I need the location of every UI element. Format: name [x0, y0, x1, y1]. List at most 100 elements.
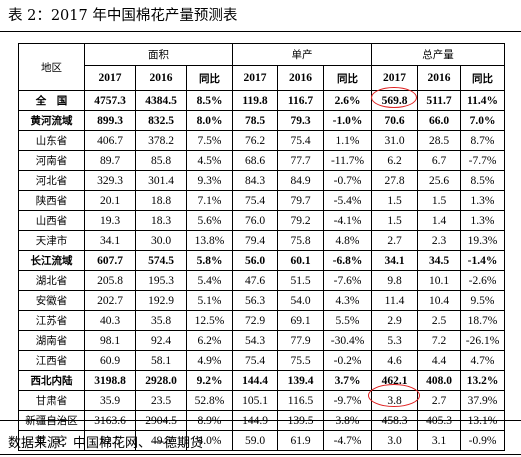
- cell-area-2016: 23.5: [135, 390, 187, 411]
- cell-area-2016: 574.5: [135, 250, 187, 271]
- header-row-subheaders: 2017 2016 同比 2017 2016 同比 2017 2016 同比: [19, 65, 506, 91]
- cell-output-2016: 10.4: [417, 290, 462, 311]
- cell-area-2016: 378.2: [135, 130, 187, 151]
- region-cell: 天津市: [18, 230, 85, 251]
- table-row: 黄河流域 899.3 832.5 8.0% 78.5 79.3 -1.0% 70.6 66.0 7…: [18, 110, 506, 131]
- cell-area-2016: 4384.5: [135, 90, 187, 111]
- cell-yield-2017: 75.4: [232, 350, 279, 371]
- cell-area-2016: 30.0: [135, 230, 187, 251]
- cell-area-yoy: 8.0%: [185, 110, 234, 131]
- bottom-rule-1: [0, 420, 521, 421]
- cell-output-2016: 511.7: [417, 90, 462, 111]
- table-row: 其 它 51.5 49.5 4.0% 59.0 61.9 -4.7% 3.0 3.1 -0.9%: [18, 430, 506, 451]
- subheader-area-yoy: 同比: [185, 65, 234, 91]
- cell-area-yoy: 7.5%: [185, 130, 234, 151]
- cell-yield-yoy: -1.0%: [323, 110, 373, 131]
- cell-yield-yoy: -4.1%: [323, 210, 373, 231]
- cell-area-yoy: 7.1%: [185, 190, 234, 211]
- region-cell: 西北内陆: [18, 370, 85, 391]
- cell-output-2016: 1.5: [417, 190, 462, 211]
- cell-output-yoy: 9.5%: [460, 290, 506, 311]
- cell-area-2017: 607.7: [84, 250, 136, 271]
- cell-output-2017: 34.1: [371, 250, 419, 271]
- cell-output-yoy: -26.1%: [460, 330, 506, 351]
- cell-yield-2017: 119.8: [232, 90, 279, 111]
- table-row: 湖南省 98.1 92.4 6.2% 54.3 77.9 -30.4% 5.3 7.2 -26.1…: [18, 330, 506, 351]
- cell-area-yoy: 5.8%: [185, 250, 234, 271]
- cell-yield-2016: 77.9: [277, 330, 325, 351]
- cell-yield-2016: 60.1: [277, 250, 325, 271]
- cell-yield-2017: 144.4: [232, 370, 279, 391]
- cell-yield-yoy: 5.5%: [323, 310, 373, 331]
- cell-yield-2016: 54.0: [277, 290, 325, 311]
- table-row: 安徽省 202.7 192.9 5.1% 56.3 54.0 4.3% 11.4 10.4 9.5…: [18, 290, 506, 311]
- source-note: 数据来源：中国棉花网、一德期货: [8, 436, 204, 451]
- region-cell: 山东省: [18, 130, 85, 151]
- cell-output-2017: 27.8: [371, 170, 419, 191]
- cell-yield-2017: 78.5: [232, 110, 279, 131]
- cell-area-2016: 2928.0: [135, 370, 187, 391]
- cell-yield-2017: 54.3: [232, 330, 279, 351]
- cell-output-yoy: 4.7%: [460, 350, 506, 371]
- yield-group-header: 单产: [232, 43, 373, 66]
- cell-yield-2016: 75.4: [277, 130, 325, 151]
- cell-yield-yoy: -11.7%: [323, 150, 373, 171]
- cell-output-2016: 1.4: [417, 210, 462, 231]
- cell-area-yoy: 9.3%: [185, 170, 234, 191]
- cell-area-yoy: 13.8%: [185, 230, 234, 251]
- cell-area-yoy: 4.5%: [185, 150, 234, 171]
- region-cell: 长江流域: [18, 250, 85, 271]
- region-cell: 湖北省: [18, 270, 85, 291]
- cell-yield-yoy: -30.4%: [323, 330, 373, 351]
- cell-area-2016: 18.8: [135, 190, 187, 211]
- cell-output-2017: 3.8: [371, 390, 419, 411]
- cell-yield-2017: 56.0: [232, 250, 279, 271]
- cell-area-yoy: 12.5%: [185, 310, 234, 331]
- region-cell: 陕西省: [18, 190, 85, 211]
- cell-yield-2016: 61.9: [277, 430, 325, 451]
- table-row: 天津市 34.1 30.0 13.8% 79.4 75.8 4.8% 2.7 2.3 19.3%: [18, 230, 506, 251]
- table-row: 山西省 19.3 18.3 5.6% 76.0 79.2 -4.1% 1.5 1.4 1.3%: [18, 210, 506, 231]
- cell-area-2017: 20.1: [84, 190, 136, 211]
- cell-area-2017: 4757.3: [84, 90, 136, 111]
- cell-output-2016: 28.5: [417, 130, 462, 151]
- cell-output-2017: 462.1: [371, 370, 419, 391]
- cell-area-yoy: 5.4%: [185, 270, 234, 291]
- cell-output-yoy: -2.6%: [460, 270, 506, 291]
- cell-area-yoy: 6.2%: [185, 330, 234, 351]
- cell-area-2017: 34.1: [84, 230, 136, 251]
- cell-output-2017: 9.8: [371, 270, 419, 291]
- cell-yield-2017: 59.0: [232, 430, 279, 451]
- cell-area-2016: 195.3: [135, 270, 187, 291]
- cell-area-2016: 192.9: [135, 290, 187, 311]
- cell-output-2017: 70.6: [371, 110, 419, 131]
- cell-output-yoy: -0.9%: [460, 430, 506, 451]
- cell-yield-yoy: 3.7%: [323, 370, 373, 391]
- cell-output-2016: 7.2: [417, 330, 462, 351]
- cell-area-2017: 98.1: [84, 330, 136, 351]
- cell-yield-2017: 47.6: [232, 270, 279, 291]
- cell-output-yoy: -1.4%: [460, 250, 506, 271]
- cell-area-2017: 40.3: [84, 310, 136, 331]
- cell-area-2017: 899.3: [84, 110, 136, 131]
- cell-output-2017: 2.7: [371, 230, 419, 251]
- cell-yield-2017: 76.2: [232, 130, 279, 151]
- table-row: 河北省 329.3 301.4 9.3% 84.3 84.9 -0.7% 27.8 25.6 8.…: [18, 170, 506, 191]
- cell-yield-2016: 69.1: [277, 310, 325, 331]
- cell-output-2017: 5.3: [371, 330, 419, 351]
- cell-area-2017: 89.7: [84, 150, 136, 171]
- cell-area-2017: 406.7: [84, 130, 136, 151]
- region-cell: 黄河流域: [18, 110, 85, 131]
- table-title: 表 2：2017 年中国棉花产量预测表: [8, 8, 238, 24]
- cell-yield-2016: 84.9: [277, 170, 325, 191]
- cell-output-2017: 1.5: [371, 210, 419, 231]
- table-row: 山东省 406.7 378.2 7.5% 76.2 75.4 1.1% 31.0 28.5 8.7…: [18, 130, 506, 151]
- cotton-production-table: 地区 面积 单产 总产量 2017 2016 同比 2017 2016 同比 2…: [18, 43, 506, 451]
- cell-output-2017: 1.5: [371, 190, 419, 211]
- cell-yield-2016: 75.5: [277, 350, 325, 371]
- table-row: 湖北省 205.8 195.3 5.4% 47.6 51.5 -7.6% 9.8 10.1 -2.…: [18, 270, 506, 291]
- cell-area-2016: 49.5: [135, 430, 187, 451]
- cell-output-2016: 4.4: [417, 350, 462, 371]
- table-row: 江苏省 40.3 35.8 12.5% 72.9 69.1 5.5% 2.9 2.5 18.7%: [18, 310, 506, 331]
- cell-area-yoy: 5.6%: [185, 210, 234, 231]
